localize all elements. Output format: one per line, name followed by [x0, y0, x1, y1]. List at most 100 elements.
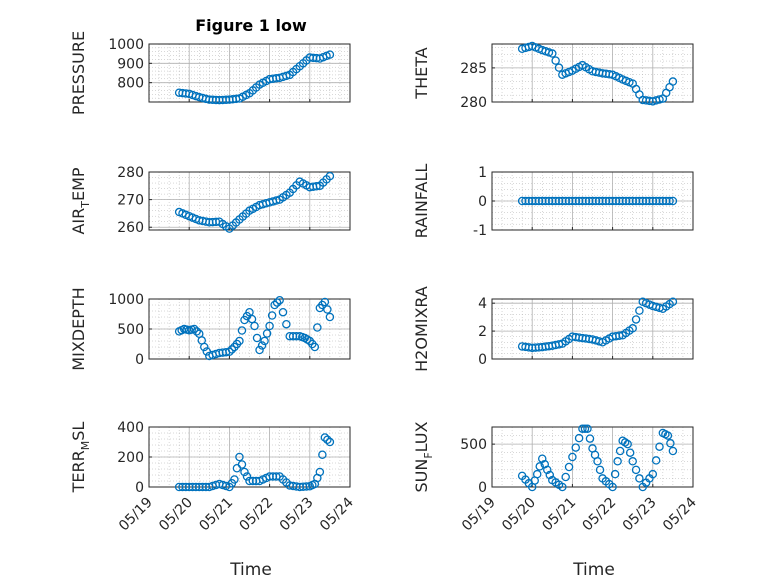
figure-title: Figure 1 low [195, 16, 307, 35]
data-point [595, 465, 605, 475]
data-point [275, 295, 284, 305]
y-axis-label-main: TERR [69, 450, 88, 493]
y-tick-label: 270 [117, 193, 144, 209]
data-point [651, 456, 661, 465]
y-axis-label: H2OMIXRA [412, 286, 431, 372]
y-tick-label: -1 [473, 223, 487, 239]
data-point [265, 321, 274, 331]
data-point [613, 457, 622, 466]
y-tick-label: 800 [117, 76, 144, 92]
data-point [237, 326, 247, 335]
data-point [257, 341, 267, 350]
y-tick-label: 0 [478, 480, 487, 496]
data-point [267, 311, 277, 320]
subplot-1: 800 900 1000 PRESSURE [69, 31, 351, 115]
data-point [262, 329, 272, 338]
y-tick-label: 500 [460, 437, 487, 453]
y-tick-label: 280 [460, 95, 487, 111]
data-series [517, 297, 678, 353]
data-point [545, 470, 555, 480]
axes-frame [148, 171, 351, 231]
data-series [517, 41, 678, 106]
data-point [320, 297, 330, 307]
axes-frame [148, 43, 351, 103]
data-point [668, 196, 678, 206]
data-series [517, 424, 678, 492]
y-axis-label-subscript: T [79, 201, 92, 209]
y-tick-label: 260 [117, 220, 144, 236]
y-tick-label: 900 [117, 56, 144, 72]
subplot-2: 280 285 THETA [412, 41, 694, 111]
y-tick-label: 0 [478, 194, 487, 210]
data-point [665, 196, 674, 206]
y-tick-label: 1000 [108, 37, 144, 53]
y-tick-label: 1000 [108, 292, 144, 308]
data-point [574, 433, 584, 443]
data-point [655, 95, 664, 104]
data-point [325, 312, 335, 322]
data-point [270, 300, 279, 310]
subplot-3: 260 270 280 AIRTEMP [69, 165, 351, 236]
y-axis-label-main: THETA [412, 47, 431, 99]
data-point [668, 446, 678, 456]
data-point [625, 448, 635, 457]
data-point [272, 298, 282, 307]
y-axis-label-subscript: M [79, 441, 92, 451]
data-point [580, 424, 590, 433]
data-point [548, 49, 557, 58]
y-tick-label: 2 [478, 324, 487, 340]
data-point [623, 439, 632, 449]
y-tick-label: 280 [117, 165, 144, 181]
data-point [635, 306, 644, 315]
y-axis-label-rest: LUX [412, 421, 431, 452]
data-series [174, 171, 335, 233]
data-point [235, 336, 244, 346]
data-point [663, 431, 673, 440]
data-series [174, 50, 335, 105]
data-point [250, 321, 259, 331]
data-point [668, 77, 678, 86]
data-point [571, 443, 581, 452]
y-tick-label: 0 [135, 480, 144, 496]
data-series [517, 196, 678, 206]
y-axis-label-rest: SL [69, 422, 88, 441]
y-axis-label-main: AIR [69, 208, 88, 235]
data-point [315, 467, 325, 477]
data-point [593, 457, 602, 466]
data-point [323, 435, 332, 444]
data-point [325, 437, 335, 447]
y-axis-label-main: H2OMIXRA [412, 286, 431, 372]
data-point [242, 472, 252, 481]
y-axis-label: MIXDEPTH [69, 287, 88, 370]
y-axis-label-subscript: F [422, 452, 435, 458]
data-point [240, 467, 249, 477]
data-point [628, 457, 637, 466]
y-axis-label-main: RAINFALL [412, 164, 431, 239]
data-point [608, 482, 617, 492]
axes-frame [491, 298, 694, 360]
data-point [320, 433, 330, 442]
axes-frame [491, 426, 694, 488]
data-point [628, 324, 637, 333]
x-axis-label-right: Time [572, 560, 615, 580]
data-point [551, 56, 560, 65]
data-point [227, 345, 237, 354]
data-point [615, 446, 625, 456]
data-point [252, 333, 262, 343]
data-point [235, 452, 244, 462]
data-point [635, 474, 644, 483]
data-point [554, 63, 564, 72]
y-tick-label: 4 [478, 296, 487, 312]
data-point [312, 182, 321, 191]
data-point [631, 465, 641, 475]
subplot-6: 0 2 4 H2OMIXRA [412, 286, 694, 372]
y-tick-label: 500 [117, 322, 144, 338]
data-series [174, 433, 335, 492]
y-axis-label: SUNFLUX [412, 421, 435, 492]
data-point [255, 345, 264, 355]
data-point [668, 297, 678, 307]
data-point [585, 434, 595, 443]
subplot-4: -1 0 1 RAINFALL [412, 164, 694, 239]
